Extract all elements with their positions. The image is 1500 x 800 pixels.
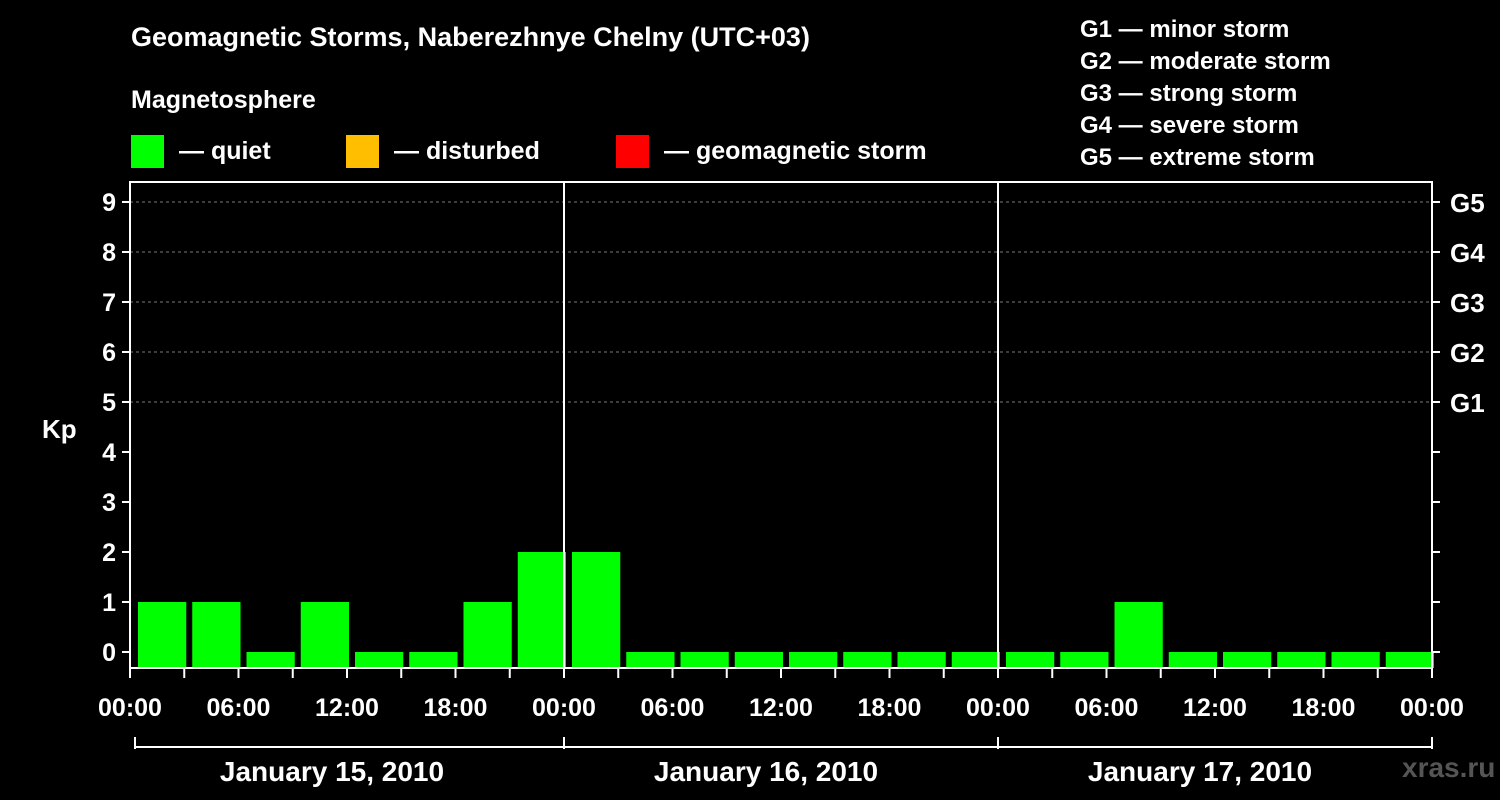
y-axis-label: Kp	[42, 414, 77, 444]
bar-11	[734, 652, 783, 668]
bar-21	[1277, 652, 1326, 668]
legend-quiet: — quiet	[131, 134, 271, 168]
y-tick-label-1: 1	[102, 589, 116, 617]
storm-level-g4: G4 — severe storm	[1080, 112, 1299, 139]
x-tick-label-3: 18:00	[424, 694, 488, 722]
right-label-g1: G1	[1450, 388, 1485, 418]
bar-3	[300, 602, 349, 668]
storm-level-legend: G1 — minor storm G2 — moderate storm G3 …	[1080, 14, 1331, 174]
bar-6	[463, 602, 512, 668]
bar-18	[1114, 602, 1163, 668]
legend-quiet-label: — quiet	[179, 136, 271, 165]
day-label-2: January 17, 2010	[1088, 756, 1312, 787]
bar-12	[789, 652, 838, 668]
storm-level-g2: G2 — moderate storm	[1080, 48, 1331, 75]
right-label-g4: G4	[1450, 238, 1485, 268]
watermark: xras.ru	[1402, 752, 1496, 783]
y-tick-label-4: 4	[102, 439, 116, 467]
y-tick-label-9: 9	[102, 189, 116, 217]
x-tick-label-9: 06:00	[1075, 694, 1139, 722]
bar-9	[626, 652, 675, 668]
y-tick-label-7: 7	[102, 289, 116, 317]
x-tick-label-7: 18:00	[858, 694, 922, 722]
x-tick-label-5: 06:00	[641, 694, 705, 722]
y-tick-label-3: 3	[102, 489, 116, 517]
bar-0	[138, 602, 187, 668]
y-tick-label-0: 0	[102, 639, 116, 667]
bar-20	[1223, 652, 1272, 668]
x-tick-label-10: 12:00	[1183, 694, 1247, 722]
right-label-g3: G3	[1450, 288, 1485, 318]
bar-13	[843, 652, 892, 668]
legend-disturbed-swatch	[346, 134, 379, 168]
storm-level-g1: G1 — minor storm	[1080, 16, 1290, 43]
x-tick-label-1: 06:00	[207, 694, 271, 722]
y-tick-label-6: 6	[102, 339, 116, 367]
x-tick-label-6: 12:00	[749, 694, 813, 722]
y-tick-label-8: 8	[102, 239, 116, 267]
right-label-g5: G5	[1450, 188, 1485, 218]
legend-storm-swatch	[616, 134, 649, 168]
storm-level-g5: G5 — extreme storm	[1080, 144, 1315, 171]
bar-23	[1385, 652, 1434, 668]
chart-title: Geomagnetic Storms, Naberezhnye Chelny (…	[131, 22, 810, 52]
legend-quiet-swatch	[131, 134, 164, 168]
legend-storm: — geomagnetic storm	[616, 134, 927, 168]
right-label-g2: G2	[1450, 338, 1485, 368]
bar-4	[355, 652, 404, 668]
y-tick-label-5: 5	[102, 389, 116, 417]
bar-7	[517, 552, 566, 668]
bar-2	[246, 652, 295, 668]
bar-19	[1168, 652, 1217, 668]
bar-14	[897, 652, 946, 668]
legend-storm-label: — geomagnetic storm	[664, 136, 927, 165]
bar-5	[409, 652, 458, 668]
magnetosphere-heading: Magnetosphere	[131, 86, 316, 114]
x-tick-label-2: 12:00	[315, 694, 379, 722]
bar-16	[1006, 652, 1055, 668]
x-tick-label-0: 00:00	[98, 694, 162, 722]
plot-frame	[129, 181, 1433, 669]
bar-1	[192, 602, 241, 668]
bar-22	[1331, 652, 1380, 668]
legend-disturbed: — disturbed	[346, 134, 540, 168]
bar-17	[1060, 652, 1109, 668]
y-tick-label-2: 2	[102, 539, 116, 567]
x-tick-label-4: 00:00	[532, 694, 596, 722]
x-tick-label-12: 00:00	[1400, 694, 1464, 722]
day-label-0: January 15, 2010	[220, 756, 444, 787]
x-tick-label-8: 00:00	[966, 694, 1030, 722]
bar-8	[572, 552, 621, 668]
day-label-1: January 16, 2010	[654, 756, 878, 787]
bar-10	[680, 652, 729, 668]
x-tick-label-11: 18:00	[1292, 694, 1356, 722]
storm-level-g3: G3 — strong storm	[1080, 80, 1298, 107]
bar-15	[951, 652, 1000, 668]
legend-disturbed-label: — disturbed	[394, 136, 540, 165]
